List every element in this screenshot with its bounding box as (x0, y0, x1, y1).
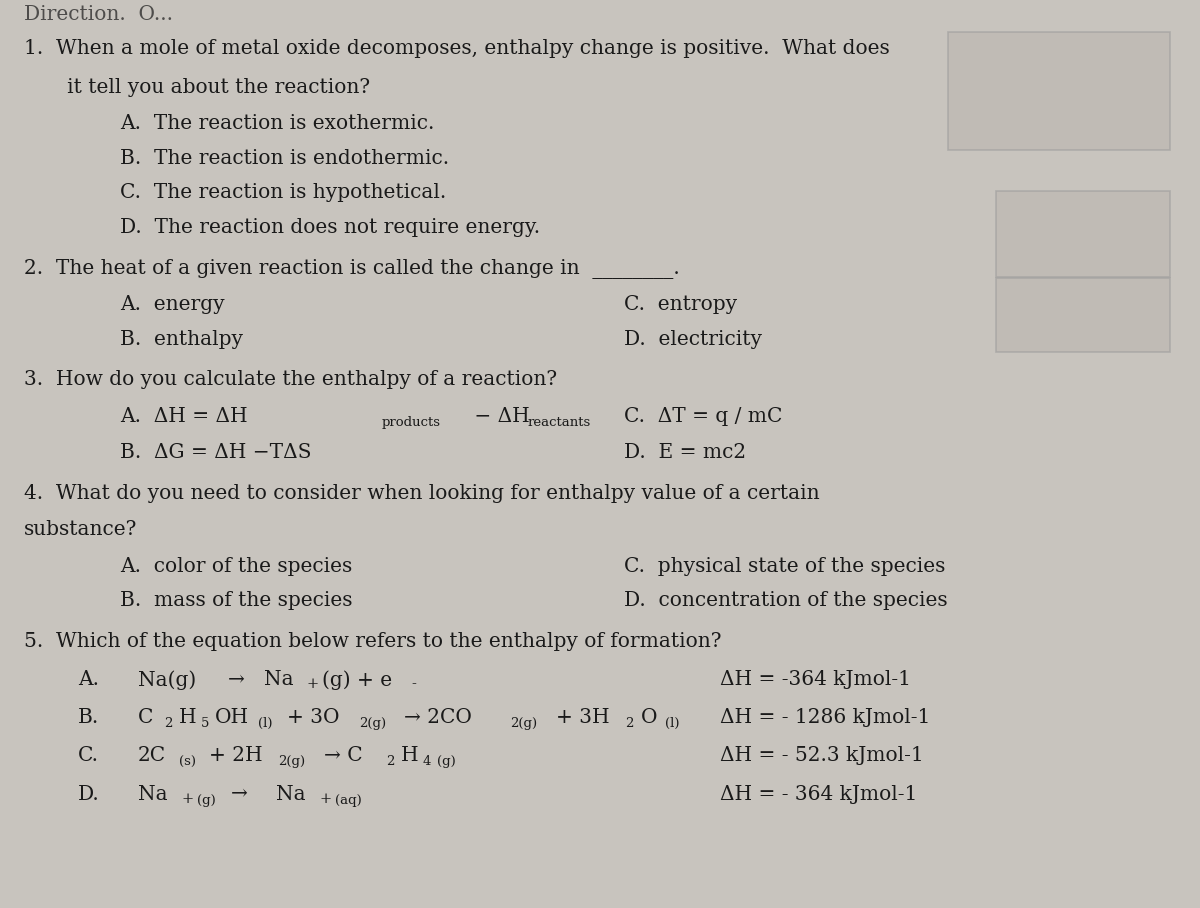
FancyBboxPatch shape (996, 278, 1170, 352)
Text: 5.  Which of the equation below refers to the enthalpy of formation?: 5. Which of the equation below refers to… (24, 632, 721, 651)
Text: C.  ΔT = q / mC: C. ΔT = q / mC (624, 407, 782, 426)
Text: 2C: 2C (138, 746, 166, 765)
Text: → 2CO: → 2CO (404, 708, 473, 727)
Text: 2: 2 (164, 717, 173, 730)
Text: (l): (l) (665, 717, 679, 730)
Text: it tell you about the reaction?: it tell you about the reaction? (48, 78, 370, 97)
Text: (l): (l) (258, 717, 272, 730)
Text: -: - (412, 677, 416, 691)
Text: A.  color of the species: A. color of the species (120, 557, 353, 576)
Text: A.: A. (78, 670, 98, 689)
Text: C.  physical state of the species: C. physical state of the species (624, 557, 946, 576)
Text: 1.  When a mole of metal oxide decomposes, enthalpy change is positive.  What do: 1. When a mole of metal oxide decomposes… (24, 39, 889, 58)
FancyBboxPatch shape (996, 191, 1170, 277)
Text: H: H (179, 708, 197, 727)
Text: Na: Na (138, 785, 168, 804)
Text: (aq): (aq) (335, 794, 361, 806)
Text: 2(g): 2(g) (359, 717, 386, 730)
Text: (g) + e: (g) + e (322, 670, 391, 690)
Text: 2: 2 (386, 755, 395, 768)
Text: − ΔH: − ΔH (468, 407, 529, 426)
Text: 3.  How do you calculate the enthalpy of a reaction?: 3. How do you calculate the enthalpy of … (24, 370, 557, 390)
Text: +: + (319, 792, 331, 805)
Text: 4: 4 (422, 755, 431, 768)
Text: H: H (401, 746, 419, 765)
Text: OH: OH (215, 708, 248, 727)
Text: B.  enthalpy: B. enthalpy (120, 330, 242, 349)
Text: 5: 5 (200, 717, 209, 730)
Text: B.: B. (78, 708, 100, 727)
Text: B.  The reaction is endothermic.: B. The reaction is endothermic. (120, 149, 449, 168)
Text: 2(g): 2(g) (278, 755, 306, 768)
Text: B.  mass of the species: B. mass of the species (120, 591, 353, 610)
Text: 4.  What do you need to consider when looking for enthalpy value of a certain: 4. What do you need to consider when loo… (24, 484, 820, 503)
Text: C.  The reaction is hypothetical.: C. The reaction is hypothetical. (120, 183, 446, 202)
Text: A.  energy: A. energy (120, 295, 224, 314)
Text: products: products (382, 416, 440, 429)
Text: C.: C. (78, 746, 98, 765)
Text: Direction.  O...: Direction. O... (24, 5, 173, 24)
Text: →: → (228, 670, 245, 689)
Text: A.  The reaction is exothermic.: A. The reaction is exothermic. (120, 114, 434, 133)
Text: (g): (g) (437, 755, 456, 768)
Text: D.  electricity: D. electricity (624, 330, 762, 349)
Text: C.  entropy: C. entropy (624, 295, 737, 314)
Text: ΔH = - 52.3 kJmol-1: ΔH = - 52.3 kJmol-1 (720, 746, 924, 765)
Text: B.  ΔG = ΔH −TΔS: B. ΔG = ΔH −TΔS (120, 443, 312, 462)
Text: (s): (s) (179, 755, 196, 768)
Text: O: O (641, 708, 658, 727)
Text: substance?: substance? (24, 520, 137, 539)
Text: A.  ΔH = ΔH: A. ΔH = ΔH (120, 407, 247, 426)
Text: 2: 2 (625, 717, 634, 730)
Text: D.  E = mc2: D. E = mc2 (624, 443, 746, 462)
Text: Na: Na (264, 670, 294, 689)
Text: reactants: reactants (528, 416, 592, 429)
FancyBboxPatch shape (948, 32, 1170, 150)
Text: Na(g): Na(g) (138, 670, 197, 690)
Text: D.  concentration of the species: D. concentration of the species (624, 591, 948, 610)
Text: +: + (181, 792, 193, 805)
Text: ΔH = - 1286 kJmol-1: ΔH = - 1286 kJmol-1 (720, 708, 930, 727)
Text: 2.  The heat of a given reaction is called the change in  ________.: 2. The heat of a given reaction is calle… (24, 259, 679, 279)
Text: →: → (230, 785, 247, 804)
Text: ΔH = -364 kJmol-1: ΔH = -364 kJmol-1 (720, 670, 911, 689)
Text: (g): (g) (197, 794, 216, 806)
Text: D.  The reaction does not require energy.: D. The reaction does not require energy. (120, 218, 540, 237)
Text: 2(g): 2(g) (510, 717, 538, 730)
Text: +: + (306, 677, 318, 691)
Text: + 3O: + 3O (287, 708, 340, 727)
Text: D.: D. (78, 785, 100, 804)
Text: → C: → C (324, 746, 362, 765)
Text: Na: Na (276, 785, 306, 804)
Text: ΔH = - 364 kJmol-1: ΔH = - 364 kJmol-1 (720, 785, 917, 804)
Text: + 3H: + 3H (556, 708, 610, 727)
Text: C: C (138, 708, 154, 727)
Text: + 2H: + 2H (209, 746, 263, 765)
